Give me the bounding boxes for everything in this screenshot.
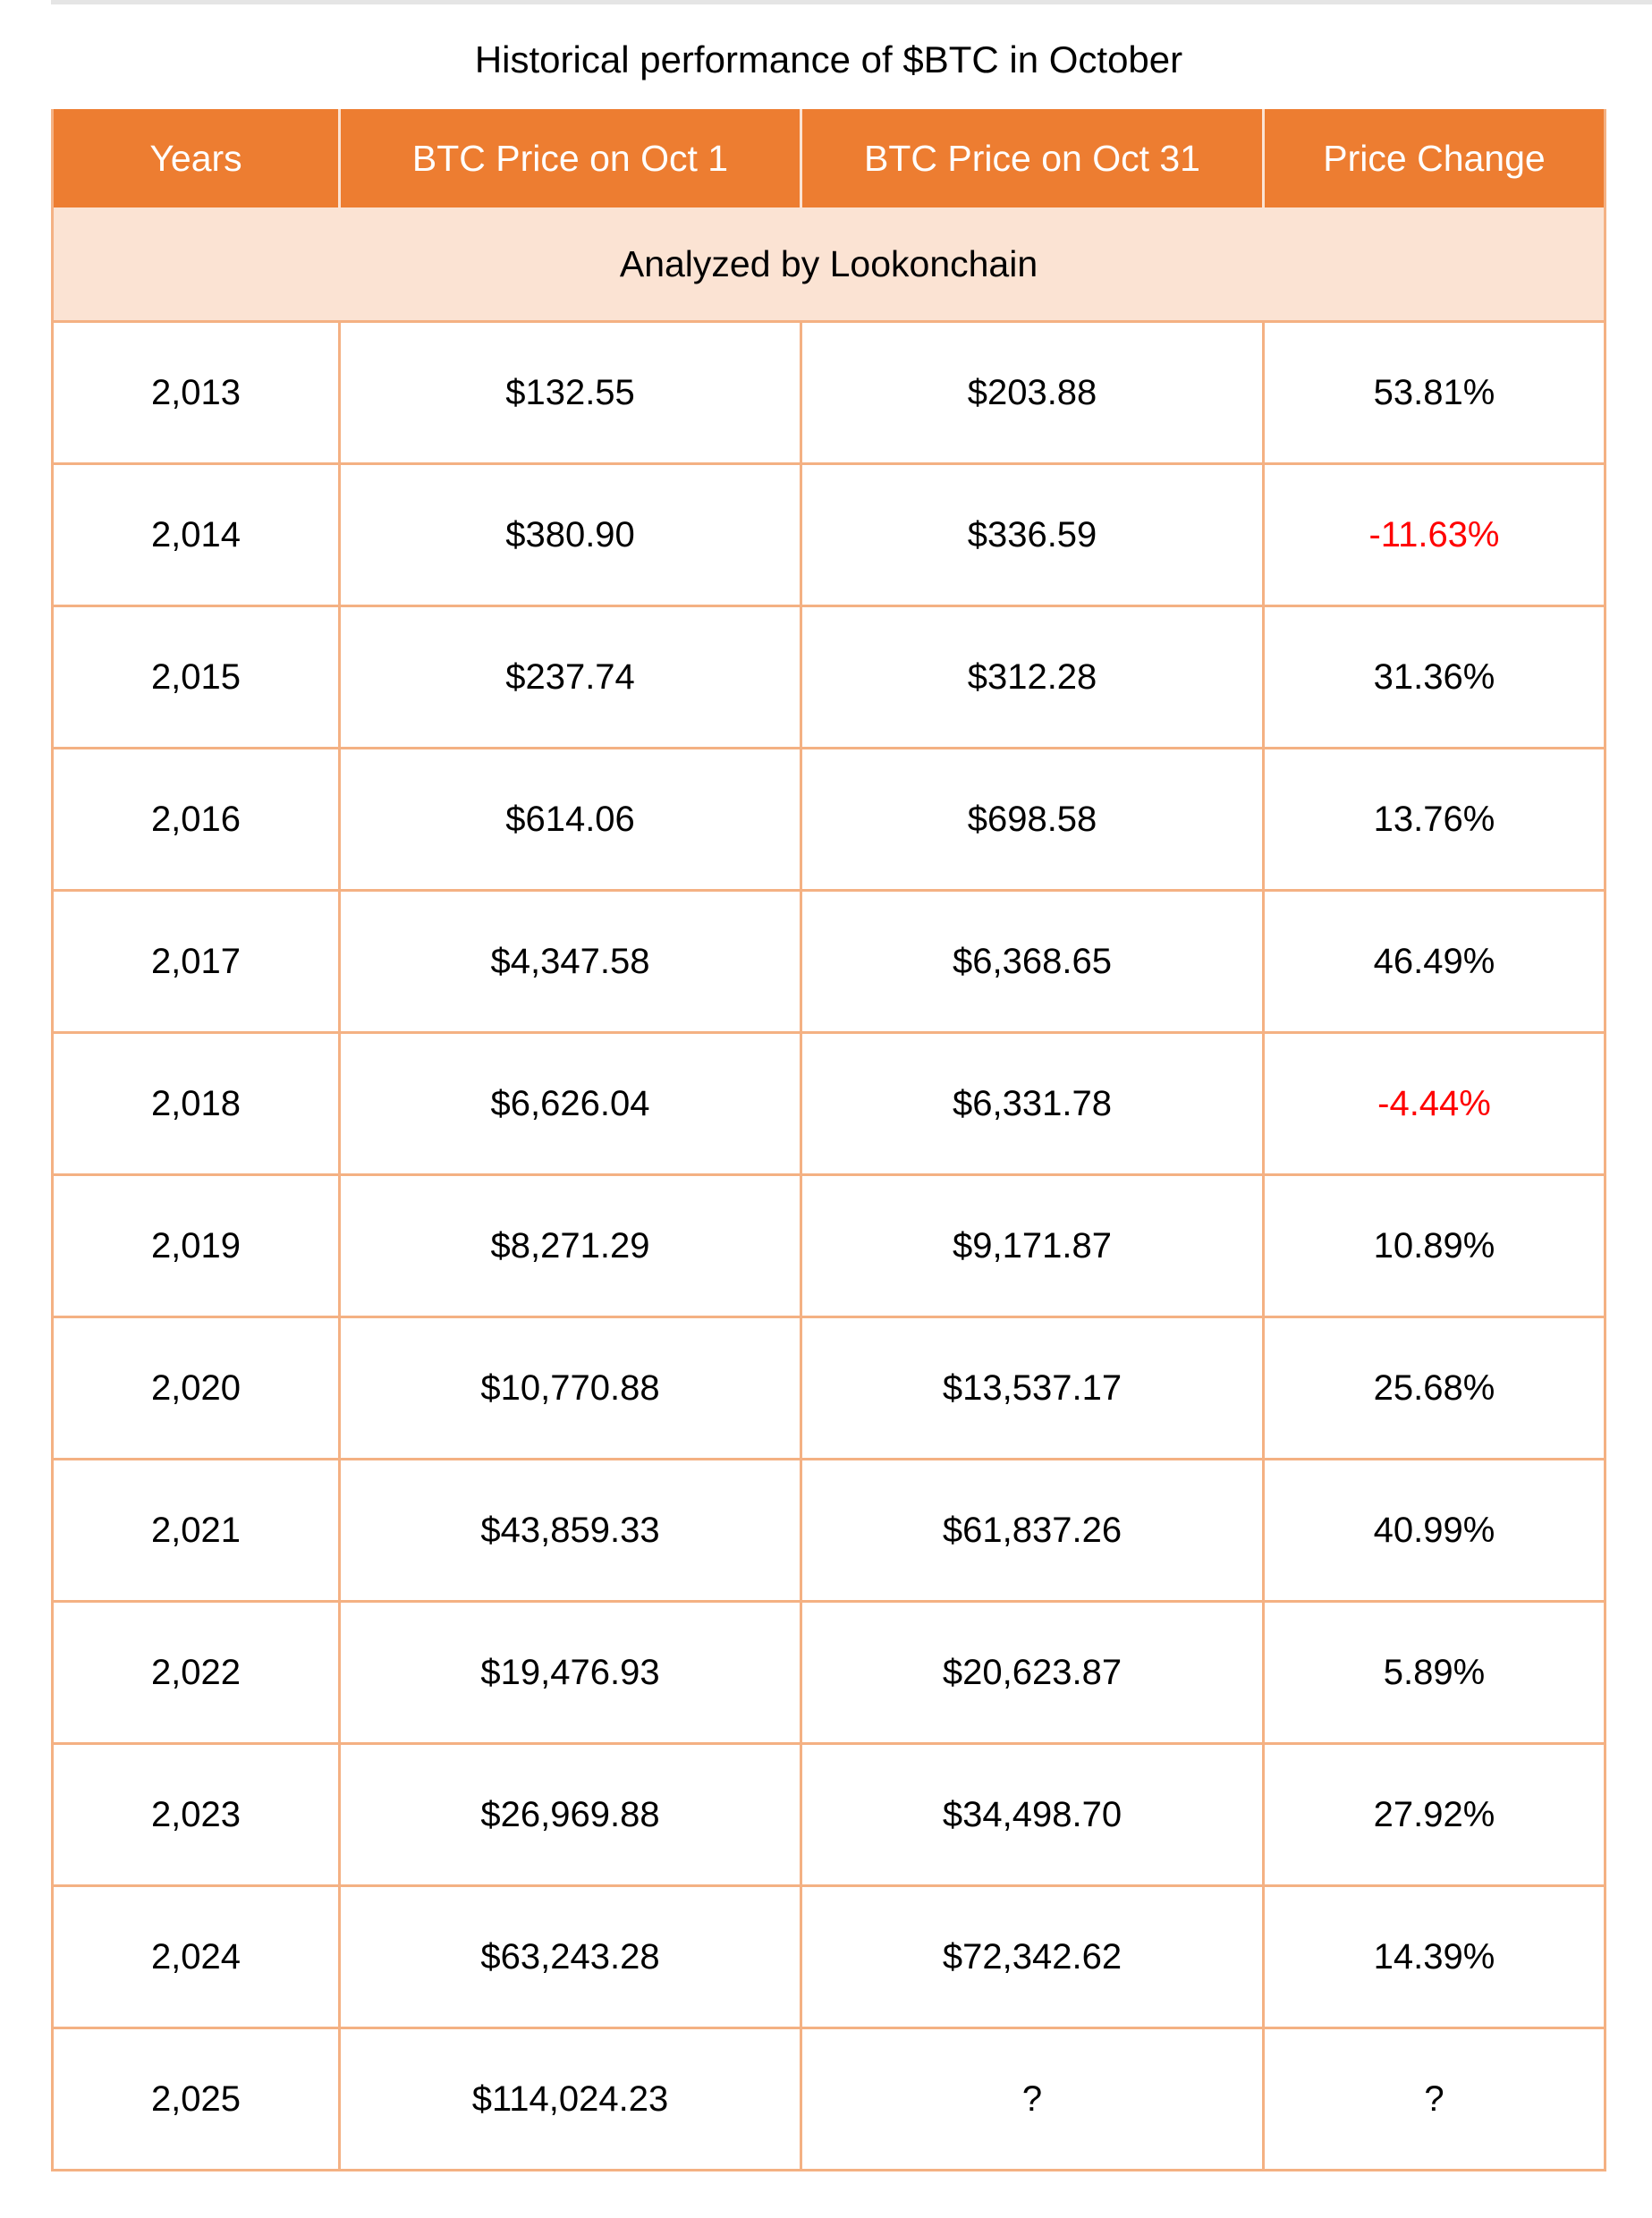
btc-october-performance-table: Years BTC Price on Oct 1 BTC Price on Oc… xyxy=(51,109,1606,2171)
price-oct1-cell: $237.74 xyxy=(338,607,800,749)
table-row: 2,023 $26,969.88 $34,498.70 27.92% xyxy=(54,1745,1604,1887)
table-row: 2,019 $8,271.29 $9,171.87 10.89% xyxy=(54,1176,1604,1318)
price-oct1-cell: $114,024.23 xyxy=(338,2029,800,2169)
year-cell: 2,013 xyxy=(54,323,338,465)
table-row: 2,013 $132.55 $203.88 53.81% xyxy=(54,323,1604,465)
table-row: 2,025 $114,024.23 ? ? xyxy=(54,2029,1604,2169)
screenshot-top-strip xyxy=(51,0,1652,4)
price-oct31-cell: $698.58 xyxy=(800,749,1262,892)
column-header-price-oct31: BTC Price on Oct 31 xyxy=(800,109,1262,207)
price-change-cell: 27.92% xyxy=(1262,1745,1604,1887)
year-cell: 2,020 xyxy=(54,1318,338,1460)
table-row: 2,024 $63,243.28 $72,342.62 14.39% xyxy=(54,1887,1604,2029)
price-oct31-cell: $6,368.65 xyxy=(800,892,1262,1034)
price-oct1-cell: $63,243.28 xyxy=(338,1887,800,2029)
price-oct1-cell: $614.06 xyxy=(338,749,800,892)
year-cell: 2,021 xyxy=(54,1460,338,1603)
price-change-cell: 5.89% xyxy=(1262,1603,1604,1745)
table-row: 2,020 $10,770.88 $13,537.17 25.68% xyxy=(54,1318,1604,1460)
price-change-cell: 13.76% xyxy=(1262,749,1604,892)
table-header-row: Years BTC Price on Oct 1 BTC Price on Oc… xyxy=(54,109,1604,207)
year-cell: 2,017 xyxy=(54,892,338,1034)
price-oct1-cell: $43,859.33 xyxy=(338,1460,800,1603)
price-oct1-cell: $19,476.93 xyxy=(338,1603,800,1745)
price-change-cell: 53.81% xyxy=(1262,323,1604,465)
year-cell: 2,025 xyxy=(54,2029,338,2169)
price-oct1-cell: $8,271.29 xyxy=(338,1176,800,1318)
price-oct31-cell: $61,837.26 xyxy=(800,1460,1262,1603)
price-oct1-cell: $380.90 xyxy=(338,465,800,607)
year-cell: 2,022 xyxy=(54,1603,338,1745)
year-cell: 2,019 xyxy=(54,1176,338,1318)
price-change-cell: ? xyxy=(1262,2029,1604,2169)
table-row: 2,016 $614.06 $698.58 13.76% xyxy=(54,749,1604,892)
table-row: 2,022 $19,476.93 $20,623.87 5.89% xyxy=(54,1603,1604,1745)
table-row: 2,021 $43,859.33 $61,837.26 40.99% xyxy=(54,1460,1604,1603)
price-oct1-cell: $26,969.88 xyxy=(338,1745,800,1887)
year-cell: 2,014 xyxy=(54,465,338,607)
price-oct1-cell: $6,626.04 xyxy=(338,1034,800,1176)
year-cell: 2,018 xyxy=(54,1034,338,1176)
column-header-price-change: Price Change xyxy=(1262,109,1604,207)
price-oct31-cell: $72,342.62 xyxy=(800,1887,1262,2029)
table-row: 2,015 $237.74 $312.28 31.36% xyxy=(54,607,1604,749)
price-oct1-cell: $132.55 xyxy=(338,323,800,465)
price-change-cell: 10.89% xyxy=(1262,1176,1604,1318)
price-oct31-cell: $6,331.78 xyxy=(800,1034,1262,1176)
table-row: 2,017 $4,347.58 $6,368.65 46.49% xyxy=(54,892,1604,1034)
table-row: 2,018 $6,626.04 $6,331.78 -4.44% xyxy=(54,1034,1604,1176)
year-cell: 2,024 xyxy=(54,1887,338,2029)
price-oct1-cell: $4,347.58 xyxy=(338,892,800,1034)
price-change-cell: 40.99% xyxy=(1262,1460,1604,1603)
price-change-cell: 25.68% xyxy=(1262,1318,1604,1460)
price-change-cell: 14.39% xyxy=(1262,1887,1604,2029)
price-oct31-cell: ? xyxy=(800,2029,1262,2169)
page-title: Historical performance of $BTC in Octobe… xyxy=(474,38,1183,80)
year-cell: 2,023 xyxy=(54,1745,338,1887)
price-oct31-cell: $34,498.70 xyxy=(800,1745,1262,1887)
price-oct31-cell: $13,537.17 xyxy=(800,1318,1262,1460)
year-cell: 2,016 xyxy=(54,749,338,892)
price-change-cell: -4.44% xyxy=(1262,1034,1604,1176)
price-change-cell: 31.36% xyxy=(1262,607,1604,749)
price-oct31-cell: $336.59 xyxy=(800,465,1262,607)
price-change-cell: 46.49% xyxy=(1262,892,1604,1034)
table-row: 2,014 $380.90 $336.59 -11.63% xyxy=(54,465,1604,607)
analyzed-by-row: Analyzed by Lookonchain xyxy=(54,207,1604,323)
price-oct31-cell: $312.28 xyxy=(800,607,1262,749)
price-oct31-cell: $9,171.87 xyxy=(800,1176,1262,1318)
price-oct31-cell: $20,623.87 xyxy=(800,1603,1262,1745)
price-oct31-cell: $203.88 xyxy=(800,323,1262,465)
price-change-cell: -11.63% xyxy=(1262,465,1604,607)
year-cell: 2,015 xyxy=(54,607,338,749)
column-header-price-oct1: BTC Price on Oct 1 xyxy=(338,109,800,207)
price-oct1-cell: $10,770.88 xyxy=(338,1318,800,1460)
analyzed-by-label: Analyzed by Lookonchain xyxy=(54,207,1604,323)
column-header-years: Years xyxy=(54,109,338,207)
